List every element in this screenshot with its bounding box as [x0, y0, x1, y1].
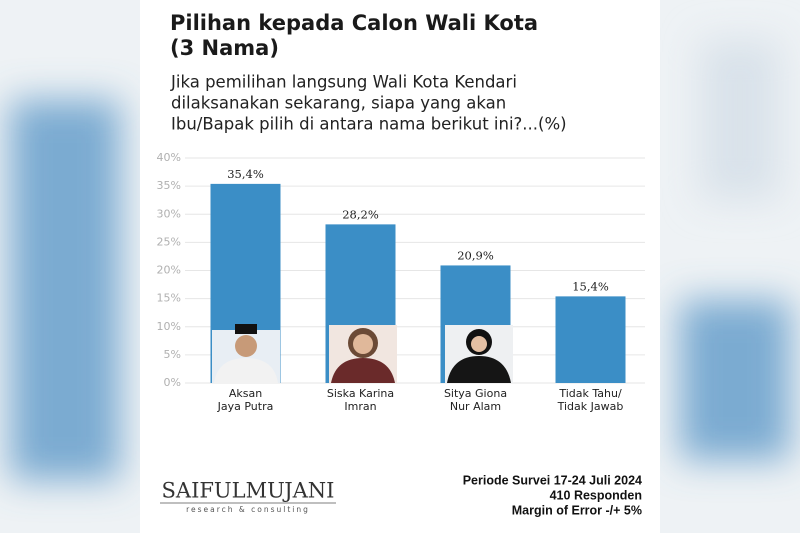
chart-subtitle: Ibu/Bapak pilih di antara nama berikut i… [171, 115, 567, 134]
x-tick-label: Nur Alam [450, 400, 501, 413]
bar [555, 296, 626, 383]
value-label: 15,4% [572, 279, 609, 293]
y-tick-label: 20% [157, 264, 181, 277]
chart-title: (3 Nama) [170, 36, 279, 60]
y-tick-label: 5% [164, 348, 181, 361]
logo-tagline: research & consulting [186, 505, 310, 514]
survey-note: 410 Responden [550, 488, 642, 502]
chart-subtitle: Jika pemilihan langsung Wali Kota Kendar… [170, 73, 517, 92]
logo: SAIFULMUJANI [162, 479, 335, 503]
x-tick-label: Jaya Putra [217, 400, 274, 413]
value-label: 35,4% [227, 167, 264, 181]
value-label: 20,9% [457, 248, 494, 262]
y-tick-label: 15% [157, 292, 181, 305]
survey-note: Periode Survei 17-24 Juli 2024 [463, 473, 642, 487]
y-tick-label: 25% [157, 235, 181, 248]
photos [212, 324, 513, 383]
x-tick-label: Aksan [229, 387, 262, 400]
x-tick-label: Imran [344, 400, 376, 413]
value-label: 28,2% [342, 207, 379, 221]
x-tick-label: Tidak Jawab [557, 400, 624, 413]
y-tick-label: 30% [157, 207, 181, 220]
y-tick-label: 10% [157, 320, 181, 333]
x-tick-label: Tidak Tahu/ [558, 387, 622, 400]
chart: Pilihan kepada Calon Wali Kota(3 Nama) Ji… [157, 11, 645, 517]
y-tick-label: 35% [157, 179, 181, 192]
x-tick-label: Siska Karina [327, 387, 394, 400]
blurred-sides [10, 40, 790, 480]
y-tick-label: 0% [164, 376, 181, 389]
chart-title: Pilihan kepada Calon Wali Kota [170, 11, 538, 35]
y-tick-label: 40% [157, 151, 181, 164]
x-tick-label: Sitya Giona [444, 387, 507, 400]
survey-note: Margin of Error -/+ 5% [512, 503, 642, 517]
chart-subtitle: dilaksanakan sekarang, siapa yang akan [171, 94, 506, 113]
